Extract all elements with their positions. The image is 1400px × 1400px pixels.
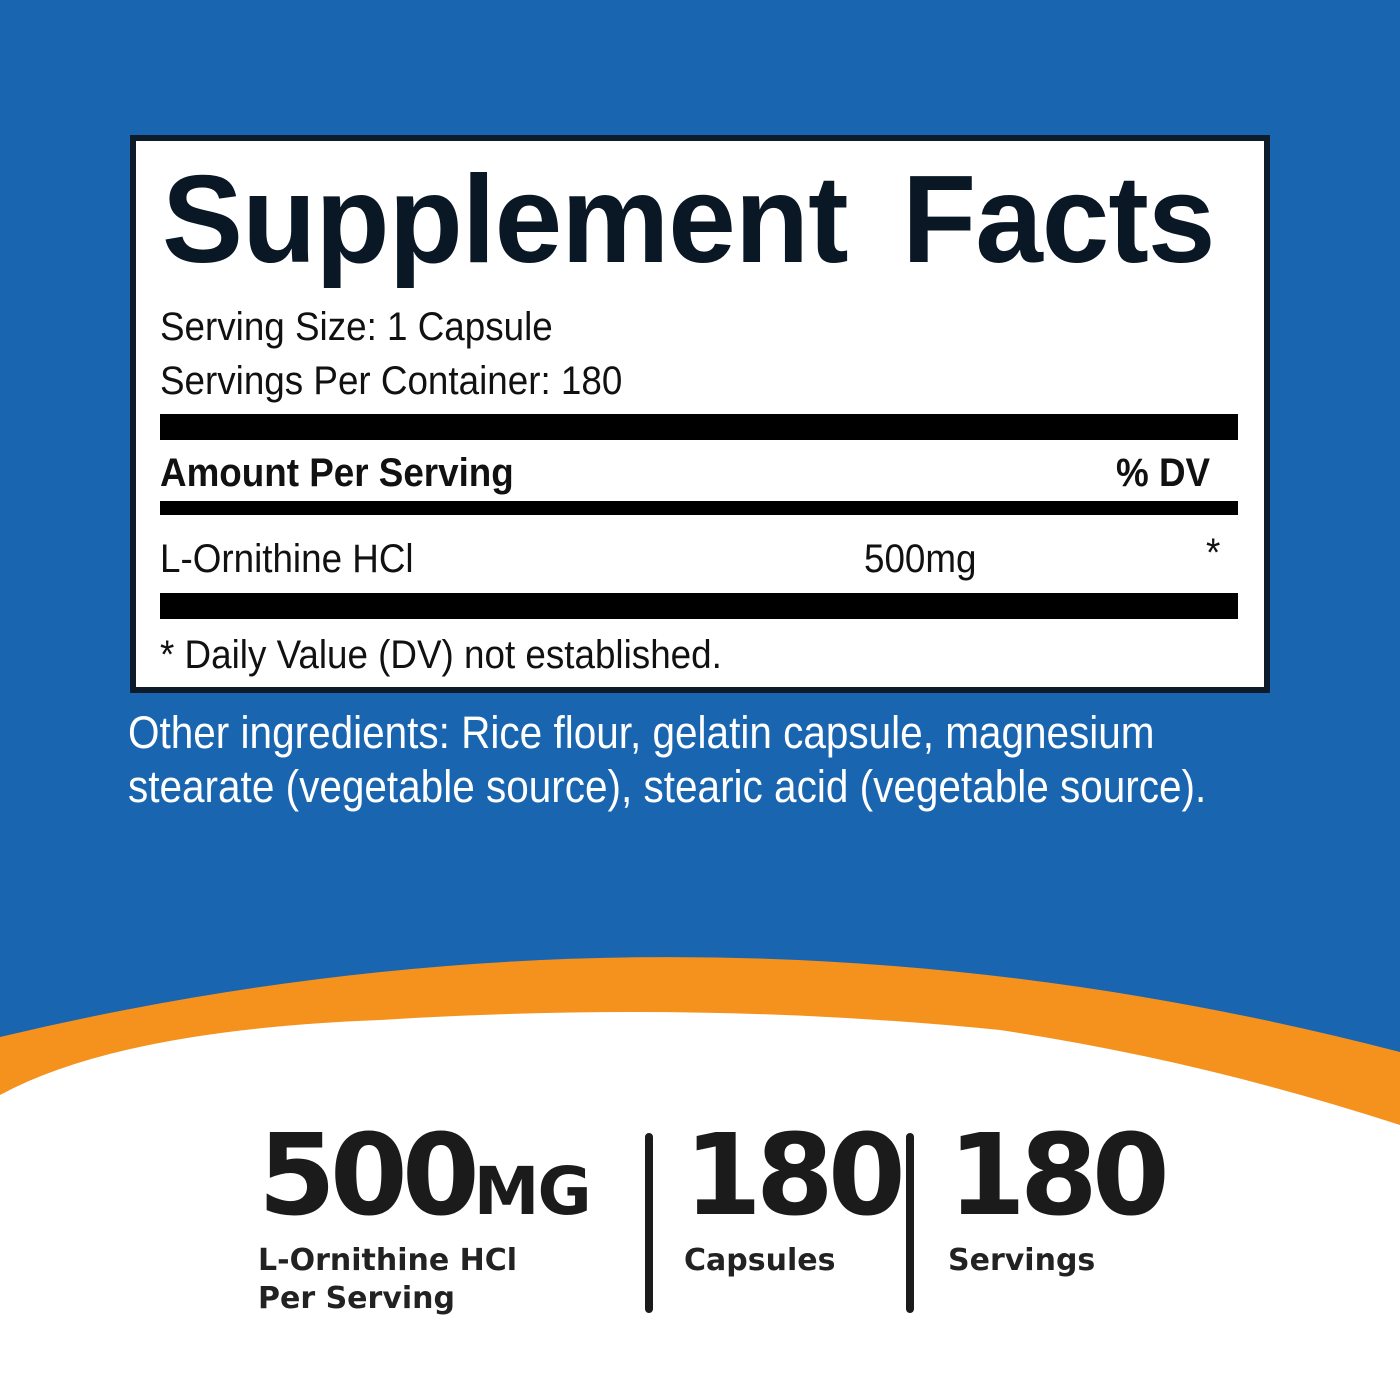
stat-label: Capsules (684, 1243, 836, 1278)
divider (906, 1133, 914, 1313)
thick-divider (160, 593, 1238, 619)
stat-value: 500 (258, 1111, 480, 1241)
footnote: * Daily Value (DV) not established. (160, 633, 722, 677)
divider (645, 1133, 653, 1313)
stat-dosage: 500MG L-Ornithine HCl Per Serving (258, 1120, 592, 1318)
stat-label: L-Ornithine HCl (258, 1243, 518, 1278)
white-area (0, 1012, 1400, 1400)
dv-header: % DV (1116, 451, 1211, 495)
other-ingredients: Other ingredients: Rice flour, gelatin c… (128, 707, 1207, 812)
divider (160, 501, 1238, 515)
servings-per-container: Servings Per Container: 180 (160, 359, 623, 403)
stat-unit: MG (473, 1153, 592, 1230)
stat-value: 180 (684, 1111, 906, 1241)
stat-value: 180 (948, 1111, 1170, 1241)
supplement-facts-panel: Supplement Facts Serving Size: 1 Capsule… (130, 135, 1270, 693)
ingredient-name: L-Ornithine HCl (160, 537, 414, 581)
thick-divider (160, 414, 1238, 440)
amount-per-serving-header: Amount Per Serving (160, 451, 514, 495)
stat-servings: 180 Servings (948, 1111, 1170, 1280)
stat-label: Servings (948, 1243, 1096, 1278)
stat-label: Per Serving (258, 1281, 455, 1316)
serving-size: Serving Size: 1 Capsule (160, 305, 553, 349)
stat-capsules: 180 Capsules (684, 1111, 906, 1280)
ingredient-amount: 500mg (864, 537, 977, 581)
label-title: Supplement Facts (162, 151, 1216, 289)
ingredient-dv: * (1206, 531, 1221, 575)
